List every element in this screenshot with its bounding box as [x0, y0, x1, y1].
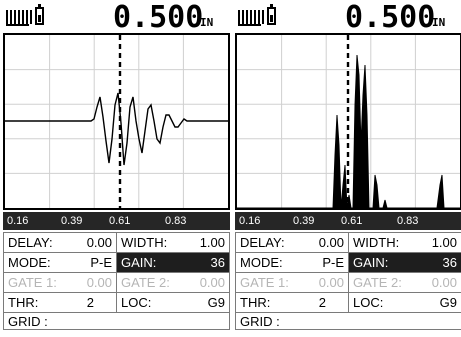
scale-bar: 0.16 0.39 0.61 0.83: [235, 212, 461, 230]
loc-field[interactable]: LOC: G9: [348, 292, 461, 313]
thickness-reading: 0.500: [345, 0, 436, 35]
rf-waveform-trace: [5, 92, 228, 166]
scale-tick-label: 0.39: [61, 215, 83, 227]
gate2-field[interactable]: GATE 2: 0.00: [116, 272, 230, 293]
delay-field[interactable]: DELAY: 0.00: [3, 232, 117, 253]
gate2-field[interactable]: GATE 2: 0.00: [348, 272, 461, 293]
scale-tick-label: 0.39: [293, 215, 315, 227]
left-panel: 0.500 IN 0.16 0.39 0.61 0.83 DELAY: 0.0: [3, 0, 230, 337]
loc-field[interactable]: LOC: G9: [116, 292, 230, 313]
thickness-reading: 0.500: [113, 0, 204, 35]
unit-label: IN: [200, 16, 214, 29]
right-panel: 0.500 IN 0.16 0.39 0.61 0.83 DELAY: 0.0: [235, 0, 461, 337]
parameter-table: DELAY: 0.00 WIDTH: 1.00 MODE: P-E GAIN: 36 G…: [235, 232, 461, 330]
rectified-waveform-trace: [237, 54, 460, 208]
gate1-field[interactable]: GATE 1: 0.00: [3, 272, 117, 293]
width-field[interactable]: WIDTH: 1.00: [116, 232, 230, 253]
scale-tick-label: 0.83: [165, 215, 187, 227]
scale-tick-label: 0.61: [109, 215, 131, 227]
mode-field[interactable]: MODE: P-E: [3, 252, 117, 273]
waveform-display: [235, 33, 461, 210]
status-header: 0.500 IN: [3, 0, 230, 35]
scale-tick-label: 0.83: [397, 215, 419, 227]
width-field[interactable]: WIDTH: 1.00: [348, 232, 461, 253]
parameter-table: DELAY: 0.00 WIDTH: 1.00 MODE: P-E GAIN: 36 G…: [3, 232, 230, 330]
waveform-display: [3, 33, 230, 210]
delay-field[interactable]: DELAY: 0.00: [235, 232, 349, 253]
scale-tick-label: 0.16: [239, 215, 261, 227]
scale-tick-label: 0.16: [7, 215, 29, 227]
gain-field[interactable]: GAIN: 36: [348, 252, 461, 273]
mode-field[interactable]: MODE: P-E: [235, 252, 349, 273]
scale-bar: 0.16 0.39 0.61 0.83: [3, 212, 230, 230]
gain-field[interactable]: GAIN: 36: [116, 252, 230, 273]
battery-icon: [35, 4, 44, 25]
thr-field[interactable]: THR: 2: [3, 292, 117, 313]
scale-tick-label: 0.61: [341, 215, 363, 227]
grid-field[interactable]: GRID :: [3, 312, 230, 330]
grid-field[interactable]: GRID :: [235, 312, 461, 330]
status-header: 0.500 IN: [235, 0, 461, 35]
battery-icon: [267, 4, 276, 25]
signal-strength-icon: [238, 10, 264, 26]
gate1-field[interactable]: GATE 1: 0.00: [235, 272, 349, 293]
signal-strength-icon: [6, 10, 32, 26]
thr-field[interactable]: THR: 2: [235, 292, 349, 313]
unit-label: IN: [432, 16, 446, 29]
